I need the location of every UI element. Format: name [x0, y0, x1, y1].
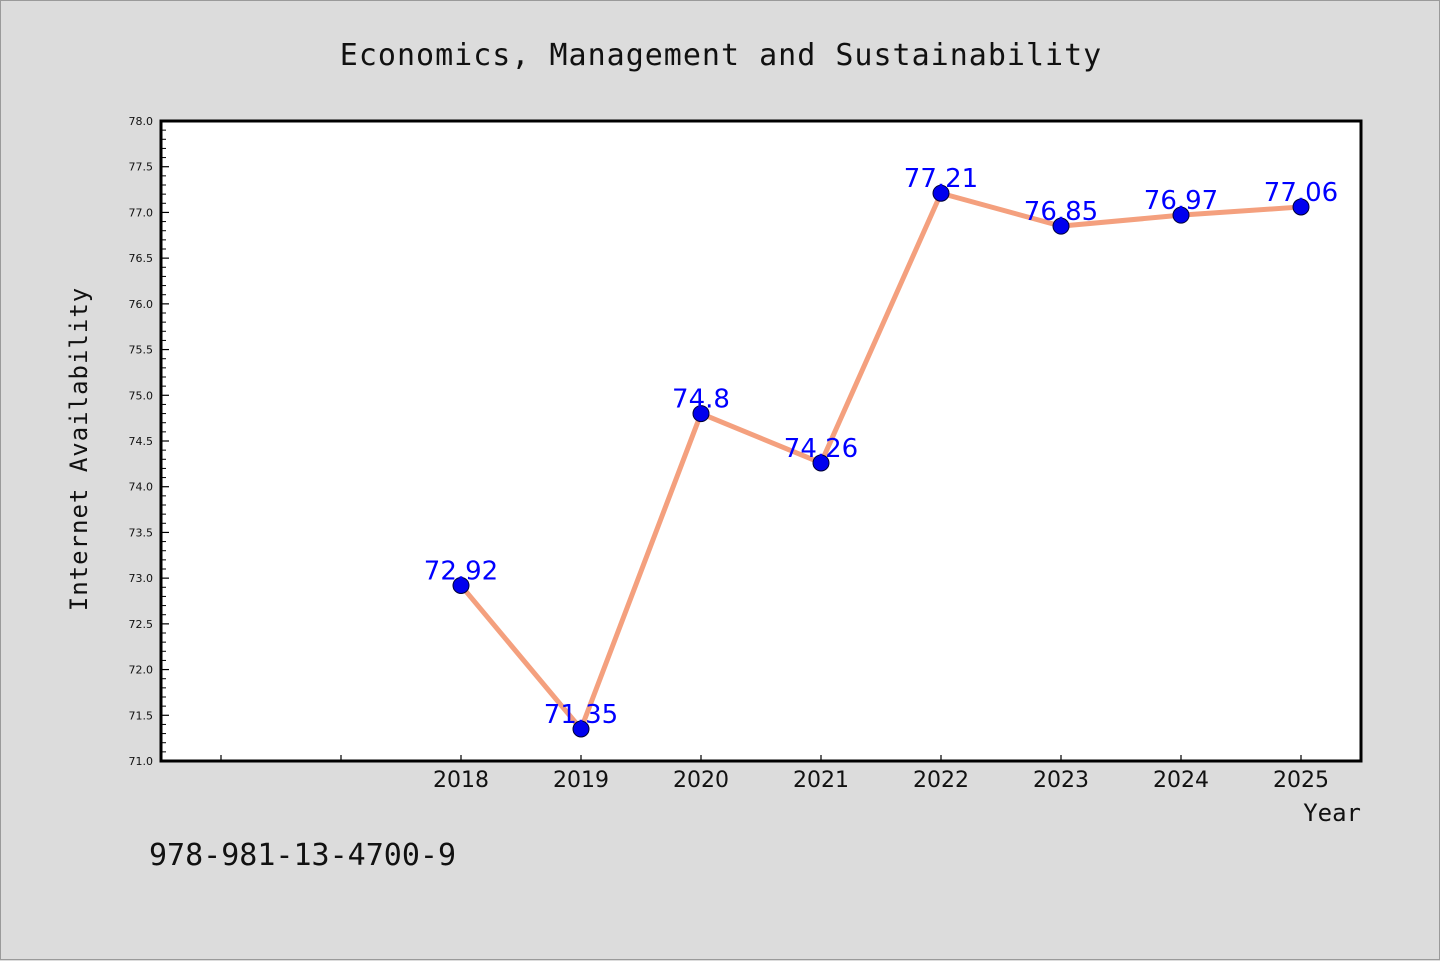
y-tick-label: 72.0: [129, 664, 154, 677]
y-tick-label: 71.0: [129, 755, 154, 768]
y-tick-label: 73.0: [129, 572, 154, 585]
x-tick-label: 2024: [1153, 768, 1209, 793]
x-axis-label: Year: [1303, 799, 1361, 827]
data-label: 77.06: [1264, 178, 1338, 208]
x-tick-label: 2018: [433, 768, 489, 793]
data-label: 72.92: [424, 556, 498, 586]
data-label: 71.35: [544, 700, 618, 730]
data-label: 76.97: [1144, 186, 1218, 216]
data-point: [1052, 217, 1070, 235]
y-tick-label: 74.0: [129, 481, 154, 494]
data-label: 77.21: [904, 164, 978, 194]
x-tick-label: 2021: [793, 768, 849, 793]
y-tick-label: 75.0: [129, 389, 154, 402]
y-tick-label: 72.5: [129, 618, 154, 631]
y-tick-label: 78.0: [129, 115, 154, 128]
x-axis: 2018 2019 2020 2021 2022 2023 2024 2025: [220, 755, 1329, 793]
x-tick-label: 2022: [913, 768, 969, 793]
data-point: [932, 184, 950, 202]
y-tick-label: 75.5: [129, 344, 154, 357]
y-tick-label: 71.5: [129, 709, 154, 722]
y-axis: 71.0 71.5 72.0 72.5 73.0 73.5 74.0 74.5 75.0 75.5…: [129, 115, 169, 768]
plot-area: [159, 119, 1363, 763]
y-tick-label: 77.5: [129, 161, 154, 174]
data-label: 76.85: [1024, 197, 1098, 227]
y-tick-label: 73.5: [129, 526, 154, 539]
data-point: [1172, 206, 1190, 224]
data-point: [572, 720, 590, 738]
y-tick-label: 74.5: [129, 435, 154, 448]
data-point: [812, 454, 830, 472]
x-tick-label: 2019: [553, 768, 609, 793]
y-tick-label: 76.5: [129, 252, 154, 265]
data-label: 74.8: [672, 385, 730, 415]
data-point: [692, 405, 710, 423]
y-tick-label: 77.0: [129, 206, 154, 219]
series-layer: 72.92 71.35 74.8 74.26 77.21 76.85 76.97 77.06: [424, 164, 1338, 738]
isbn-footer: 978-981-13-4700-9: [149, 838, 456, 873]
x-tick-label: 2023: [1033, 768, 1089, 793]
x-tick-label: 2020: [673, 768, 729, 793]
chart-title: Economics, Management and Sustainability: [340, 38, 1102, 73]
data-point: [1292, 198, 1310, 216]
x-tick-label: 2025: [1273, 768, 1329, 793]
series-line: [459, 190, 1302, 732]
data-point: [452, 576, 470, 594]
y-axis-label: Internet Availability: [65, 287, 93, 611]
y-tick-label: 76.0: [129, 298, 154, 311]
data-label: 74.26: [784, 434, 858, 464]
